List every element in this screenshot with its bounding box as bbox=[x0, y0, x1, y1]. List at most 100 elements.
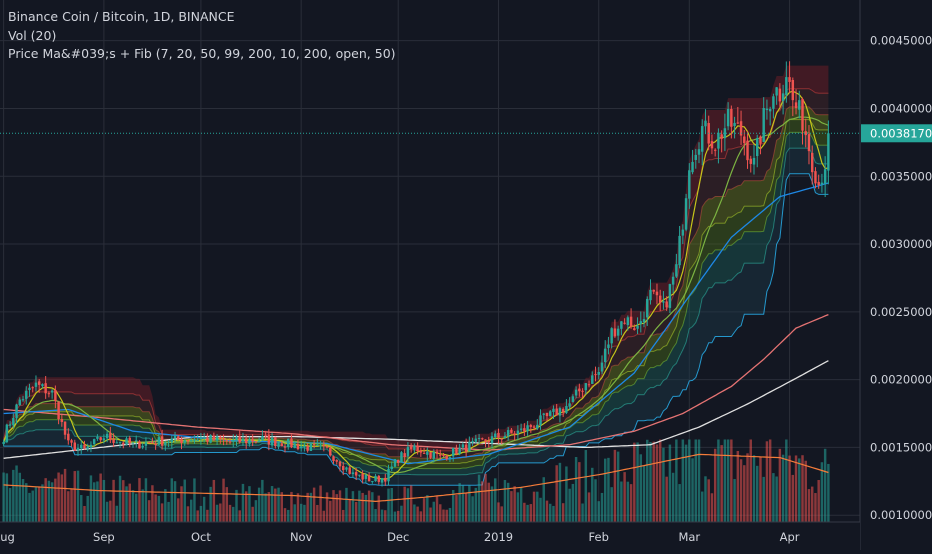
y-tick-label: 0.0015000 bbox=[870, 440, 932, 454]
candle-body bbox=[513, 433, 516, 435]
volume-bar bbox=[296, 493, 300, 522]
candle-body bbox=[416, 445, 419, 451]
volume-bar bbox=[464, 492, 468, 522]
volume-bar bbox=[5, 473, 9, 522]
volume-bar bbox=[413, 504, 416, 522]
candle-body bbox=[474, 438, 478, 442]
volume-bar bbox=[361, 492, 364, 522]
candle-body bbox=[287, 438, 290, 447]
volume-bar bbox=[257, 487, 261, 522]
candle-body bbox=[377, 475, 381, 482]
candle-body bbox=[807, 134, 811, 152]
candle-body bbox=[280, 443, 284, 447]
fib-line-4 bbox=[3, 147, 829, 476]
volume-bar bbox=[497, 502, 500, 522]
x-tick-label: Nov bbox=[290, 530, 313, 544]
volume-bar bbox=[219, 503, 222, 522]
candle-body bbox=[675, 264, 678, 277]
volume-bar bbox=[426, 495, 429, 522]
candle-body bbox=[494, 433, 497, 437]
volume-bar bbox=[115, 505, 119, 522]
candle-body bbox=[571, 396, 575, 403]
volume-bar bbox=[235, 489, 238, 522]
volume-bar bbox=[458, 483, 461, 522]
candle-body bbox=[99, 437, 102, 441]
candle-body bbox=[235, 436, 238, 440]
candle-body bbox=[215, 436, 219, 441]
volume-bar bbox=[287, 509, 290, 522]
volume-bar bbox=[92, 482, 96, 522]
volume-bar bbox=[668, 444, 672, 522]
candle-body bbox=[658, 295, 662, 303]
volume-bar bbox=[607, 457, 610, 522]
candle-body bbox=[464, 444, 468, 452]
x-axis: Aug Sep Oct Nov Dec 2019 Feb Mar Apr bbox=[0, 521, 860, 550]
candle-body bbox=[309, 443, 313, 451]
volume-bar bbox=[532, 491, 536, 522]
volume-legend[interactable]: Vol (20) bbox=[8, 27, 57, 43]
volume-bar bbox=[54, 478, 57, 522]
candle-body bbox=[778, 88, 782, 102]
volume-bar bbox=[306, 492, 309, 522]
volume-bar bbox=[96, 481, 99, 522]
candle-body bbox=[516, 430, 520, 434]
volume-bar bbox=[814, 493, 817, 522]
candle-body bbox=[668, 284, 672, 308]
candle-body bbox=[552, 408, 555, 412]
volume-bar bbox=[529, 504, 533, 522]
candle-body bbox=[568, 403, 571, 407]
volume-bar bbox=[274, 488, 277, 522]
volume-bar bbox=[788, 455, 791, 522]
candle-body bbox=[261, 436, 264, 441]
x-tick-label: Oct bbox=[191, 530, 211, 544]
volume-bar bbox=[445, 509, 448, 522]
volume-bar bbox=[494, 478, 497, 522]
candle-body bbox=[147, 441, 151, 443]
candle-body bbox=[536, 424, 539, 429]
volume-bar bbox=[164, 489, 167, 522]
candle-body bbox=[646, 298, 649, 318]
volume-bar bbox=[652, 441, 655, 522]
volume-bar bbox=[267, 492, 271, 522]
candle-body bbox=[616, 328, 620, 336]
candle-body bbox=[545, 412, 549, 417]
volume-bar bbox=[189, 499, 193, 522]
candle-body bbox=[345, 467, 348, 470]
candle-body bbox=[752, 157, 756, 165]
volume-bar bbox=[620, 481, 623, 522]
volume-bar bbox=[341, 509, 345, 522]
volume-bar bbox=[151, 485, 154, 522]
volume-bar bbox=[222, 478, 225, 522]
candle-body bbox=[477, 437, 481, 439]
y-tick-label: 0.0040000 bbox=[870, 101, 932, 115]
candle-body bbox=[636, 325, 639, 329]
y-tick-label: 0.0045000 bbox=[870, 34, 932, 48]
indicator-legend[interactable]: Price Ma&#039;s + Fib (7, 20, 50, 99, 20… bbox=[8, 46, 396, 61]
candle-body bbox=[422, 452, 426, 454]
candle-body bbox=[241, 438, 245, 442]
candle-body bbox=[2, 441, 5, 445]
volume-bar bbox=[820, 462, 824, 522]
volume-bar bbox=[471, 496, 474, 522]
candle-body bbox=[755, 138, 759, 156]
volume-bar bbox=[351, 491, 355, 522]
volume-bar bbox=[432, 501, 436, 522]
candle-body bbox=[21, 399, 25, 401]
candle-body bbox=[118, 441, 122, 443]
volume-bars bbox=[2, 439, 830, 522]
candle-body bbox=[151, 442, 154, 444]
candle-body bbox=[319, 445, 322, 447]
candle-body bbox=[739, 121, 743, 136]
volume-bar bbox=[387, 488, 390, 522]
volume-bar bbox=[154, 494, 157, 522]
candle-body bbox=[607, 344, 610, 348]
chart-title[interactable]: Binance Coin / Bitcoin, 1D, BINANCE bbox=[8, 9, 235, 24]
candle-body bbox=[704, 120, 707, 127]
candle-body bbox=[561, 409, 565, 413]
volume-bar bbox=[202, 496, 206, 522]
candle-body bbox=[47, 393, 51, 395]
volume-bar bbox=[798, 458, 801, 522]
fib-bands bbox=[3, 65, 829, 486]
